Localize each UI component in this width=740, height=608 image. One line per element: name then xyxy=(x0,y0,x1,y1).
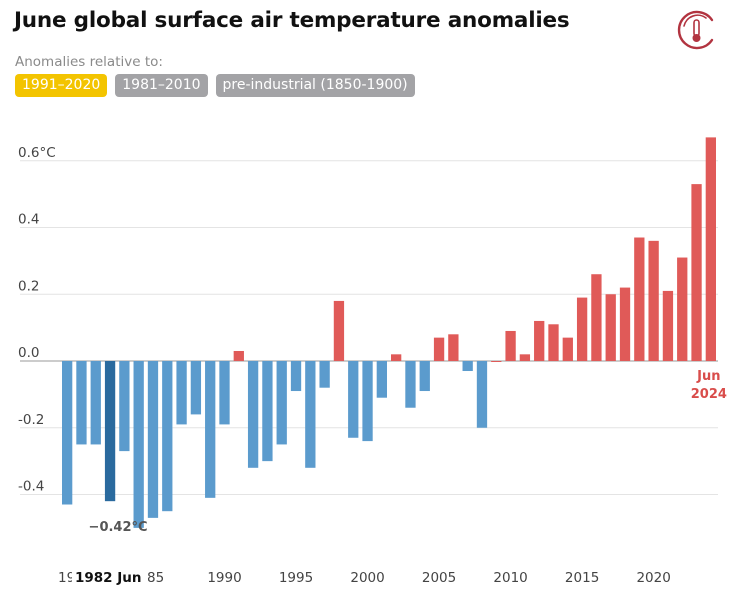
last-bar-label-month: Jun xyxy=(696,369,720,384)
baseline-preindustrial-button[interactable]: pre-industrial (1850-1900) xyxy=(215,74,415,97)
bar-2018 xyxy=(619,287,631,361)
bar-2015 xyxy=(576,297,588,361)
bar-1997 xyxy=(319,361,330,388)
x-tick-label-first: 19 xyxy=(58,570,75,586)
bar-1989 xyxy=(205,361,216,498)
last-bar-label-year: 2024 xyxy=(691,387,727,402)
y-tick-label: 0.0 xyxy=(18,345,39,361)
x-tick-label-1985: 85 xyxy=(147,570,164,586)
bar-2009 xyxy=(491,361,502,362)
copernicus-climate-logo-icon xyxy=(677,10,714,50)
x-axis-ticks: 1990 1995 2000 2005 2010 2015 2020 19 85 1982 Jun xyxy=(58,567,671,587)
bar-2016 xyxy=(591,274,602,361)
x-tick-label: 2005 xyxy=(422,570,456,586)
bar-1998 xyxy=(333,300,345,361)
baseline-1991-2020-button[interactable]: 1991–2020 xyxy=(15,74,108,97)
bar-2012 xyxy=(534,320,545,361)
bar-2017 xyxy=(605,294,616,361)
bar-1988 xyxy=(190,361,202,415)
x-tick-label: 1990 xyxy=(207,570,241,586)
baseline-subtitle: Anomalies relative to: xyxy=(15,54,163,70)
bar-1984 xyxy=(133,361,144,528)
baseline-toggle-group: 1991–2020 1981–2010 pre-industrial (1850… xyxy=(15,74,415,97)
bar-1983 xyxy=(119,361,130,452)
bar-1995 xyxy=(290,361,302,392)
x-tick-label: 2020 xyxy=(636,570,670,586)
bar-2000 xyxy=(362,361,373,442)
x-tick-label: 2010 xyxy=(493,570,527,586)
bar-1999 xyxy=(348,361,359,438)
y-tick-label: -0.2 xyxy=(18,412,44,428)
y-tick-label: 0.2 xyxy=(18,278,39,294)
x-tick-label: 2000 xyxy=(350,570,384,586)
bar-2014 xyxy=(562,337,573,361)
chart-title: June global surface air temperature anom… xyxy=(14,8,570,33)
bar-2001 xyxy=(376,361,387,398)
annotations: −0.42°C Jun 2024 xyxy=(89,369,727,535)
bar-2010 xyxy=(505,330,516,361)
bar-2013 xyxy=(548,324,559,361)
bar-1990 xyxy=(219,361,230,425)
bar-2021 xyxy=(662,290,674,361)
bars xyxy=(62,137,716,528)
highlight-x-label: 1982 Jun xyxy=(75,570,142,586)
bar-2020 xyxy=(648,240,659,361)
bar-2008 xyxy=(476,361,488,428)
bar-1979 xyxy=(62,361,73,505)
bar-2006 xyxy=(448,334,459,361)
bar-2004 xyxy=(419,361,430,392)
y-tick-label: 0.6°C xyxy=(18,145,56,161)
bar-1980 xyxy=(76,361,87,445)
y-tick-label: -0.4 xyxy=(18,479,44,495)
bar-1992 xyxy=(247,361,259,468)
x-tick-label: 1995 xyxy=(279,570,313,586)
bar-2023 xyxy=(691,184,702,361)
bar-2024 xyxy=(705,137,716,361)
bar-1993 xyxy=(262,361,273,462)
baseline-1981-2010-button[interactable]: 1981–2010 xyxy=(115,74,208,97)
bar-2005 xyxy=(433,337,445,361)
bar-1985 xyxy=(147,361,159,518)
bar-1994 xyxy=(276,361,287,445)
bar-1987 xyxy=(176,361,187,425)
bar-1996 xyxy=(305,361,316,468)
bar-1991 xyxy=(233,350,244,361)
bar-2011 xyxy=(519,354,531,361)
x-tick-label: 2015 xyxy=(565,570,599,586)
bar-1981 xyxy=(90,361,101,445)
bar-1986 xyxy=(162,361,173,512)
bar-2007 xyxy=(462,361,473,372)
bar-2019 xyxy=(634,237,645,361)
highlight-value-label: −0.42°C xyxy=(89,520,148,535)
bar-2022 xyxy=(677,257,688,361)
y-axis-ticks: -0.4 -0.2 0.0 0.2 0.4 0.6°C xyxy=(18,145,56,495)
y-tick-label: 0.4 xyxy=(18,212,39,228)
highlight-x-label-bg xyxy=(72,567,148,587)
bar-2003 xyxy=(405,361,416,408)
bar-1982 xyxy=(104,361,116,502)
bar-2002 xyxy=(391,354,402,361)
